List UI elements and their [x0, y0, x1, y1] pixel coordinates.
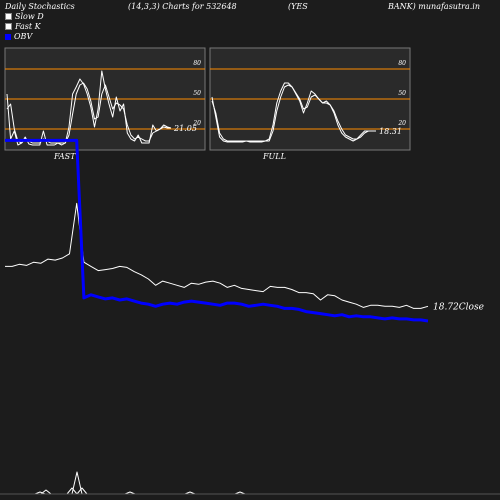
legend-swatch-blue — [5, 33, 11, 40]
volume-bar-3 — [71, 471, 83, 495]
volume-bar-7 — [234, 491, 246, 495]
full-panel-label: FULL — [263, 152, 286, 161]
volume-bar-0 — [34, 491, 46, 495]
full-last-value-label: 18.31 — [379, 127, 402, 136]
legend-label: Slow D — [15, 12, 44, 21]
full-level-label-20: 20 — [397, 120, 406, 127]
fast-level-label-50: 50 — [193, 90, 201, 97]
volume-bar-5 — [124, 491, 136, 495]
fast-panel-label: FAST — [54, 152, 76, 161]
chart-title: Daily Stochastics — [5, 2, 75, 11]
full-level-label-80: 80 — [398, 60, 406, 67]
fast-stoch-line-1 — [6, 82, 171, 144]
volume-bar-6 — [184, 491, 196, 495]
chart-params: (14,3,3) Charts for 532648 — [128, 2, 237, 11]
volume-bar-4 — [76, 487, 88, 495]
symbol-part-b: BANK) munafasutra.in — [388, 2, 481, 11]
volume-bar-2 — [66, 487, 78, 495]
legend-swatch-white — [5, 23, 12, 30]
legend-fast-k: Fast K — [5, 22, 41, 31]
fast-level-label-20: 20 — [192, 120, 201, 127]
legend-swatch-white — [5, 13, 12, 20]
legend-label: OBV — [14, 32, 33, 41]
symbol-part-a: (YES — [288, 2, 308, 11]
fast-last-value-label: 21.05 — [173, 124, 197, 133]
legend-obv: OBV — [5, 32, 32, 41]
legend-slow-d: Slow D — [5, 12, 44, 21]
fast-level-label-80: 80 — [193, 60, 201, 67]
full-level-label-50: 50 — [398, 90, 406, 97]
close-value-label: 18.72Close — [433, 302, 484, 312]
price-line — [5, 202, 429, 309]
fast-stoch-line-0 — [6, 70, 172, 146]
obv-line — [5, 138, 429, 323]
legend-label: Fast K — [15, 22, 41, 31]
volume-bar-1 — [40, 489, 52, 495]
full-stoch-line-1 — [211, 84, 376, 142]
